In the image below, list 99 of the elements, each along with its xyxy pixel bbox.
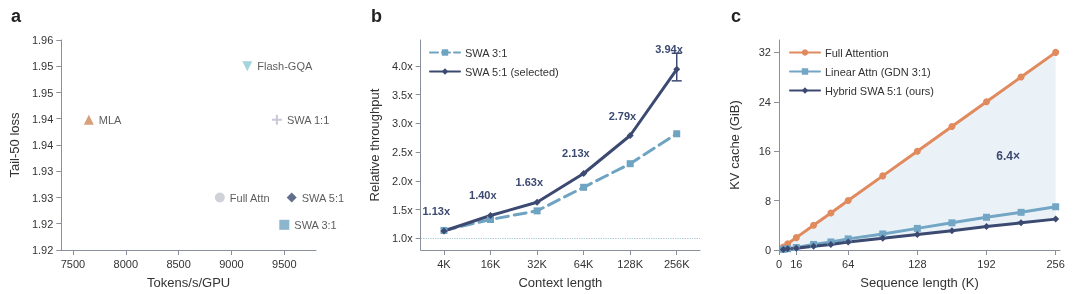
point xyxy=(913,224,921,232)
y-axis-title: Relative throughput xyxy=(367,88,382,202)
chart-title: a xyxy=(11,6,22,26)
y-tick-label: 1.95 xyxy=(31,60,54,73)
point xyxy=(271,114,282,125)
series-label: SWA 5:1 xyxy=(301,191,345,204)
x-tick-label: 32K xyxy=(527,257,548,270)
point xyxy=(580,169,588,177)
x-tick-label: 9000 xyxy=(219,257,244,270)
point xyxy=(1052,203,1060,211)
point xyxy=(827,209,835,217)
series-label: MLA xyxy=(98,113,123,126)
y-tick-label: 24 xyxy=(758,95,771,108)
x-tick-label: 16K xyxy=(480,257,501,270)
point xyxy=(580,183,588,191)
point xyxy=(913,231,921,239)
x-axis-title: Context length xyxy=(518,275,603,290)
y-tick-label: 2.5x xyxy=(391,146,414,159)
point xyxy=(533,207,541,215)
point xyxy=(983,213,991,221)
x-tick-label: 8000 xyxy=(113,257,139,270)
point xyxy=(533,198,541,206)
y-tick-label: 8 xyxy=(764,194,771,207)
y-tick-label: 4.0x xyxy=(391,59,414,72)
chart-title: c xyxy=(731,6,742,26)
point xyxy=(810,221,818,229)
x-tick-label: 256 xyxy=(1046,257,1065,270)
y-tick-label: 2.0x xyxy=(391,174,414,187)
x-tick-label: 128 xyxy=(908,257,927,270)
y-tick-label: 1.0x xyxy=(391,232,414,245)
point xyxy=(948,227,956,235)
point xyxy=(948,219,956,227)
series-label: SWA 3:1 xyxy=(294,218,337,231)
x-tick-label: 64 xyxy=(842,257,855,270)
point xyxy=(913,147,921,155)
point xyxy=(792,234,800,242)
x-tick-label: 9500 xyxy=(272,257,297,270)
point xyxy=(83,114,94,125)
x-axis-title: Tokens/s/GPU xyxy=(147,275,231,290)
point xyxy=(242,61,253,72)
y-tick-label: 32 xyxy=(758,46,771,59)
y-tick-label: 1.93 xyxy=(31,191,54,204)
series-label: Flash-GQA xyxy=(257,60,313,73)
point xyxy=(487,211,495,219)
x-axis-title: Sequence length (K) xyxy=(860,275,979,290)
point xyxy=(983,223,991,231)
data-label: 1.40x xyxy=(469,189,498,202)
x-tick-label: 64K xyxy=(573,257,595,270)
y-tick-label: 1.5x xyxy=(391,203,414,216)
x-tick-label: 128K xyxy=(617,257,644,270)
point xyxy=(626,132,634,140)
x-tick-label: 7500 xyxy=(60,257,86,270)
annotation: 6.4× xyxy=(996,149,1021,163)
data-label: 1.63x xyxy=(515,176,544,189)
point xyxy=(879,172,887,180)
y-tick-label: 1.96 xyxy=(31,34,54,46)
chart-title: b xyxy=(371,6,382,26)
y-tick-label: 1.93 xyxy=(31,165,54,178)
x-tick-label: 0 xyxy=(775,257,783,270)
y-tick-label: 0 xyxy=(764,244,771,256)
data-label: 1.13x xyxy=(422,205,451,218)
x-tick-label: 256K xyxy=(663,257,691,270)
point xyxy=(214,192,225,203)
point xyxy=(983,98,991,106)
y-tick-label: 1.94 xyxy=(31,112,54,125)
legend-label: Linear Attn (GDN 3:1) xyxy=(825,65,931,78)
series-label: SWA 1:1 xyxy=(286,113,330,126)
y-tick-label: 1.94 xyxy=(31,139,54,151)
y-tick-label: 1.92 xyxy=(31,217,54,230)
y-axis-title: KV cache (GiB) xyxy=(727,100,742,190)
y-tick-label: 16 xyxy=(758,145,771,158)
legend-label: Hybrid SWA 5:1 (ours) xyxy=(825,84,935,97)
point xyxy=(879,234,887,242)
point xyxy=(1052,48,1060,56)
y-tick-label: 3.0x xyxy=(391,117,414,130)
point xyxy=(1052,215,1060,223)
point xyxy=(286,192,297,203)
point xyxy=(626,160,634,168)
data-label: 2.79x xyxy=(608,109,638,122)
legend-label: SWA 5:1 (selected) xyxy=(465,65,559,78)
legend-label: SWA 3:1 xyxy=(465,46,508,59)
point xyxy=(844,197,852,205)
data-label: 2.13x xyxy=(562,147,591,160)
point xyxy=(948,122,956,130)
point xyxy=(279,219,290,230)
y-tick-label: 1.95 xyxy=(31,86,54,99)
x-tick-label: 16 xyxy=(790,257,803,270)
x-tick-label: 4K xyxy=(437,257,452,270)
point xyxy=(1017,208,1025,216)
y-axis-title: Tail-50 loss xyxy=(7,111,22,178)
y-tick-label: 3.5x xyxy=(391,88,414,101)
y-tick-label: 1.92 xyxy=(31,244,54,256)
data-label: 3.94x xyxy=(655,43,684,56)
x-tick-label: 192 xyxy=(977,257,996,270)
series-label: Full Attn xyxy=(229,191,270,204)
point xyxy=(673,130,681,138)
legend-label: Full Attention xyxy=(825,46,889,59)
point xyxy=(1017,219,1025,227)
x-tick-label: 8500 xyxy=(166,257,191,270)
